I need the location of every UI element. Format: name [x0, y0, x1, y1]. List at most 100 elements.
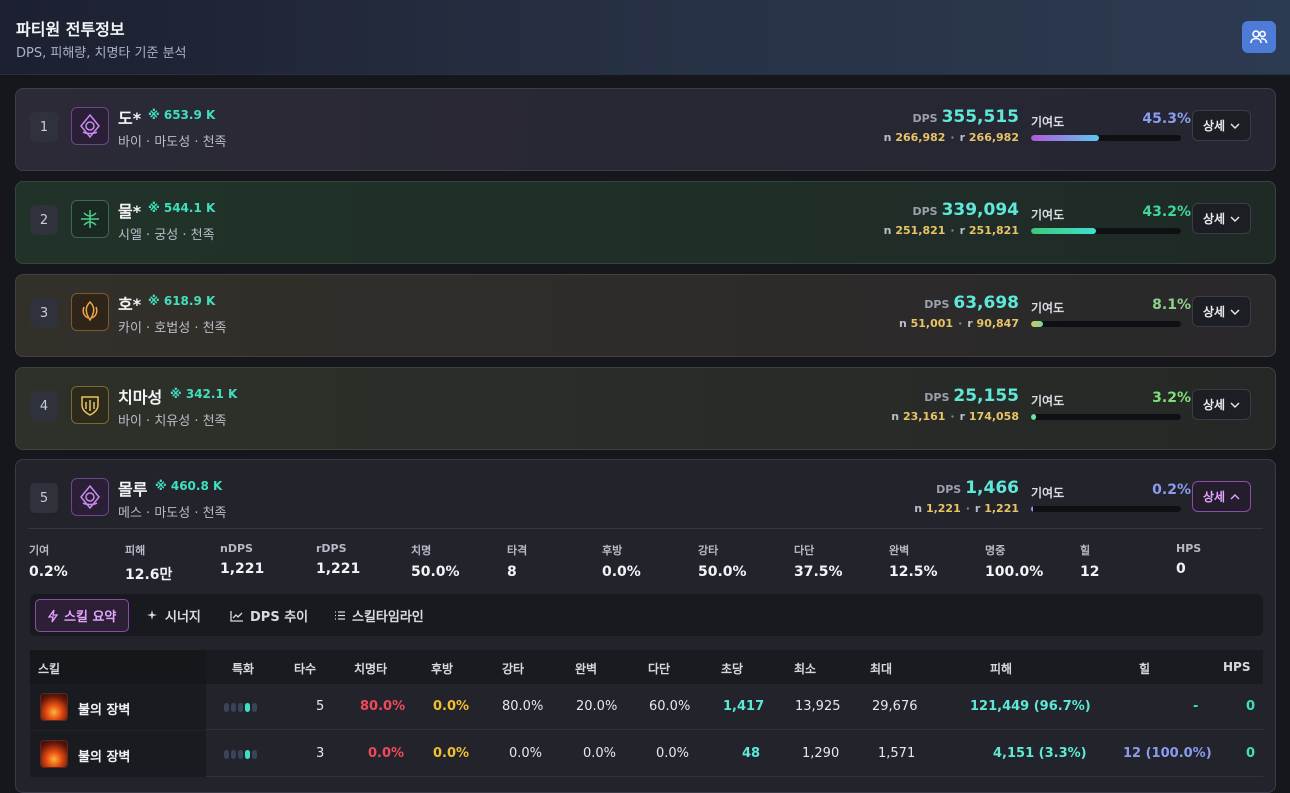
th-spec: 특화	[232, 662, 255, 676]
dps-value: DPS 25,155	[924, 386, 1019, 406]
chart-icon	[230, 610, 243, 622]
party-icon	[1250, 30, 1268, 44]
contrib-bar	[1031, 321, 1181, 327]
tab-synergy[interactable]: 시너지	[134, 599, 213, 632]
player-info: 바이 · 마도성 · 천족	[118, 135, 227, 150]
player-card[interactable]: 4 치마성 ※ 342.1 K 바이 · 치유성 · 천족 DPS 25,155 …	[15, 367, 1276, 450]
contrib-percent: 45.3%	[1142, 111, 1191, 127]
th-hps: HPS	[1223, 660, 1251, 674]
chevron-down-icon	[1230, 402, 1240, 408]
contrib-bar	[1031, 135, 1181, 141]
cell-back: 0.0%	[433, 746, 470, 761]
stat-contrib: 기여 0.2%	[29, 544, 68, 580]
rank-badge: 2	[30, 205, 58, 235]
combat-power: ※ 544.1 K	[148, 201, 216, 215]
page-subtitle: DPS, 피해량, 치명타 기준 분석	[16, 46, 187, 61]
player-info: 카이 · 호법성 · 천족	[118, 321, 227, 336]
class-icon	[71, 478, 109, 516]
nr-dps: n 251,821 · r 251,821	[883, 224, 1019, 237]
player-card[interactable]: 1 도* ※ 653.9 K 바이 · 마도성 · 천족 DPS 355,515 …	[15, 88, 1276, 171]
cell-perfect: 20.0%	[576, 699, 618, 714]
player-card[interactable]: 3 호* ※ 618.9 K 카이 · 호법성 · 천족 DPS 63,698 n…	[15, 274, 1276, 357]
cell-max: 1,571	[878, 746, 916, 761]
fire-wall-skill-icon	[40, 693, 68, 721]
cell-hits: 5	[316, 699, 325, 714]
sparkle-icon	[147, 610, 157, 620]
stat-strong: 강타 50.0%	[698, 544, 747, 580]
detail-button[interactable]: 상세	[1192, 110, 1251, 141]
chevron-down-icon	[1230, 123, 1240, 129]
player-info: 바이 · 치유성 · 천족	[118, 414, 227, 429]
contrib-percent: 3.2%	[1152, 390, 1191, 406]
cell-damage: 121,449 (96.7%)	[970, 699, 1091, 714]
combat-power: ※ 653.9 K	[148, 108, 216, 122]
stat-hits: 타격 8	[507, 544, 528, 580]
class-icon	[71, 293, 109, 331]
table-row[interactable]: 불의 장벽 5 80.0% 0.0% 80.0% 20.0% 60.0% 1,4…	[30, 684, 1263, 730]
tab-dps-trend[interactable]: DPS 추이	[218, 599, 320, 632]
cell-hps: 0	[1246, 746, 1256, 761]
player-card[interactable]: 2 물* ※ 544.1 K 시엘 · 궁성 · 천족 DPS 339,094 n…	[15, 181, 1276, 264]
combat-power: ※ 460.8 K	[155, 479, 223, 493]
cell-persec: 48	[742, 746, 761, 761]
contrib-label: 기여도	[1031, 115, 1065, 129]
cell-back: 0.0%	[433, 699, 470, 714]
contrib-percent: 43.2%	[1142, 204, 1191, 220]
spec-indicator	[224, 750, 257, 759]
chevron-down-icon	[1230, 216, 1240, 222]
cell-hps: 0	[1246, 699, 1256, 714]
page-title: 파티원 전투정보	[16, 20, 125, 39]
th-hits: 타수	[294, 662, 317, 676]
chevron-down-icon	[1230, 309, 1240, 315]
detail-button-open[interactable]: 상세	[1192, 481, 1251, 512]
stat-accuracy: 명중 100.0%	[985, 544, 1044, 580]
fire-wall-skill-icon	[40, 740, 68, 768]
detail-button[interactable]: 상세	[1192, 296, 1251, 327]
th-damage: 피해	[990, 662, 1013, 676]
dps-value: DPS 355,515	[912, 107, 1019, 127]
stat-rdps: rDPS 1,221	[316, 542, 361, 577]
stat-back: 후방 0.0%	[602, 544, 641, 580]
table-header: 스킬 특화 타수 치명타 후방 강타 완벽 다단 초당 최소 최대 피해 힐 H…	[30, 650, 1263, 684]
player-name: 호*	[118, 295, 142, 314]
stat-ndps: nDPS 1,221	[220, 542, 265, 577]
contrib-bar	[1031, 414, 1181, 420]
detail-button[interactable]: 상세	[1192, 203, 1251, 234]
th-persec: 초당	[721, 662, 744, 676]
skill-name: 불의 장벽	[78, 750, 131, 765]
rank-badge: 4	[30, 391, 58, 421]
stat-perfect: 완벽 12.5%	[889, 544, 938, 580]
contrib-label: 기여도	[1031, 301, 1065, 315]
contrib-percent: 0.2%	[1152, 482, 1191, 498]
cell-heal: 12 (100.0%)	[1123, 746, 1212, 761]
table-row[interactable]: 불의 장벽 3 0.0% 0.0% 0.0% 0.0% 0.0% 48 1,29…	[30, 731, 1263, 777]
lightning-icon	[48, 609, 58, 622]
player-name: 몰루	[118, 480, 148, 499]
player-name: 도*	[118, 109, 142, 128]
tab-skill-timeline[interactable]: 스킬타임라인	[322, 599, 436, 632]
cell-min: 13,925	[795, 699, 841, 714]
cell-persec: 1,417	[723, 699, 765, 714]
cell-damage: 4,151 (3.3%)	[993, 746, 1087, 761]
th-strong: 강타	[502, 662, 525, 676]
list-icon	[335, 611, 345, 620]
th-crit: 치명타	[354, 662, 388, 676]
skill-name: 불의 장벽	[78, 703, 131, 718]
cell-max: 29,676	[872, 699, 918, 714]
stat-hps: HPS 0	[1176, 542, 1202, 577]
cell-strong: 80.0%	[502, 699, 544, 714]
tab-skill-summary[interactable]: 스킬 요약	[35, 599, 130, 632]
cell-multi: 0.0%	[656, 746, 690, 761]
rank-badge: 3	[30, 298, 58, 328]
rank-badge: 5	[30, 483, 58, 513]
player-card-expanded[interactable]: 5 몰루 ※ 460.8 K 메스 · 마도성 · 천족 DPS 1,466 n …	[15, 459, 1276, 793]
class-icon	[71, 107, 109, 145]
detail-button[interactable]: 상세	[1192, 389, 1251, 420]
combat-power: ※ 618.9 K	[148, 294, 216, 308]
chevron-up-icon	[1230, 493, 1240, 499]
party-button[interactable]	[1242, 21, 1276, 53]
contrib-label: 기여도	[1031, 208, 1065, 222]
th-perfect: 완벽	[575, 662, 598, 676]
divider	[28, 528, 1263, 529]
player-info: 메스 · 마도성 · 천족	[118, 506, 227, 521]
